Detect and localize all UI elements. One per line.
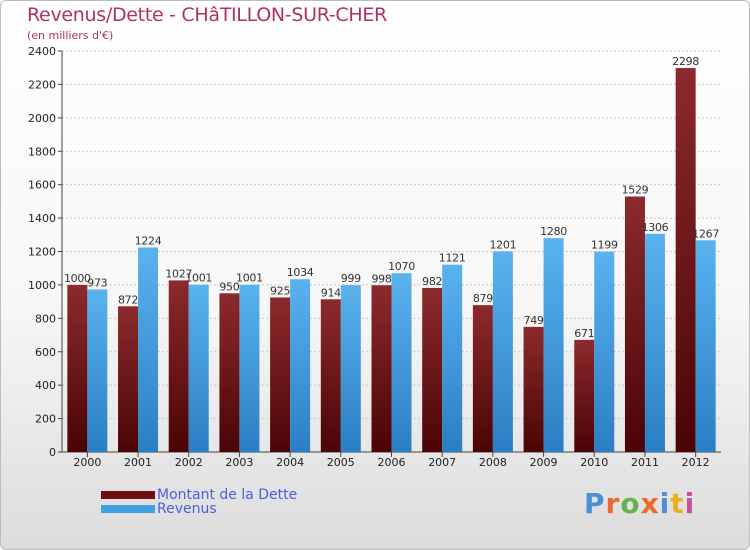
bar-dette (320, 299, 341, 452)
logo-letter: t (670, 487, 685, 520)
data-label-dette: 749 (524, 314, 544, 327)
bar-revenus (340, 285, 361, 452)
bar-dette (675, 68, 696, 452)
data-label-revenus: 1199 (591, 239, 618, 252)
legend-label-revenus: Revenus (157, 501, 217, 517)
data-label-revenus: 1306 (642, 221, 669, 234)
y-tick-label: 0 (49, 446, 56, 459)
y-tick-label: 1000 (28, 279, 56, 292)
y-tick-label: 600 (35, 346, 56, 359)
x-tick-label: 2010 (580, 456, 608, 469)
data-label-revenus: 1034 (287, 266, 314, 279)
data-label-revenus: 973 (87, 276, 107, 289)
bar-dette (422, 287, 443, 452)
bar-revenus (695, 240, 716, 452)
bar-revenus (644, 233, 665, 452)
legend-swatch-dette (101, 491, 155, 499)
bar-dette (472, 305, 493, 452)
data-label-dette: 1000 (64, 272, 91, 285)
data-label-dette: 872 (118, 293, 138, 306)
data-label-revenus: 1001 (185, 272, 212, 285)
logo-letter: r (605, 487, 621, 520)
logo-letter: i (659, 487, 671, 520)
y-tick-label: 2200 (28, 78, 56, 91)
data-label-dette: 2298 (672, 55, 699, 68)
proxiti-logo: Proxiti (584, 487, 695, 520)
data-label-dette: 950 (219, 280, 239, 293)
data-label-revenus: 1001 (236, 272, 263, 285)
data-label-dette: 879 (473, 292, 493, 305)
x-tick-label: 2005 (327, 456, 355, 469)
data-label-revenus: 1070 (388, 260, 415, 273)
data-label-revenus: 1267 (692, 227, 719, 240)
bar-dette (270, 297, 291, 452)
chart-title: Revenus/Dette - CHâTILLON-SUR-CHER (27, 4, 387, 26)
bar-revenus (391, 273, 412, 452)
y-tick-label: 400 (35, 379, 56, 392)
x-tick-label: 2011 (631, 456, 659, 469)
bar-dette (624, 196, 645, 452)
bar-revenus (442, 264, 463, 452)
chart-subtitle: (en milliers d'€) (27, 29, 114, 42)
bar-revenus (290, 279, 311, 452)
x-tick-label: 2000 (73, 456, 101, 469)
y-tick-label: 1400 (28, 212, 56, 225)
data-label-revenus: 1280 (540, 225, 567, 238)
x-tick-label: 2001 (124, 456, 152, 469)
data-label-dette: 1529 (622, 184, 649, 197)
data-label-dette: 982 (422, 275, 442, 288)
bar-revenus (188, 284, 209, 452)
y-tick-label: 200 (35, 413, 56, 426)
x-tick-label: 2006 (378, 456, 406, 469)
x-tick-label: 2009 (530, 456, 558, 469)
bar-revenus (492, 251, 513, 452)
data-labels: 1000973872122410271001950100192510349149… (64, 55, 720, 340)
bar-dette (371, 285, 392, 452)
data-label-dette: 925 (270, 284, 290, 297)
bar-dette (523, 326, 544, 452)
x-tick-label: 2008 (479, 456, 507, 469)
logo-letter: x (640, 487, 660, 520)
data-label-revenus: 1224 (135, 234, 162, 247)
bar-revenus (543, 238, 564, 452)
legend-swatch-revenus (101, 505, 155, 513)
bar-dette (168, 280, 189, 452)
x-tick-label: 2012 (682, 456, 710, 469)
x-tick-label: 2007 (428, 456, 456, 469)
x-tick-label: 2002 (175, 456, 203, 469)
data-label-dette: 1027 (165, 267, 192, 280)
y-tick-label: 1800 (28, 145, 56, 158)
bar-dette (67, 284, 88, 452)
bar-dette (118, 306, 139, 452)
logo-letter: o (620, 487, 641, 520)
logo-letter: i (684, 487, 696, 520)
data-label-dette: 998 (371, 272, 391, 285)
y-tick-label: 2000 (28, 112, 56, 125)
data-label-dette: 914 (321, 286, 341, 299)
bar-revenus (594, 251, 615, 452)
x-tick-label: 2003 (225, 456, 253, 469)
bar-revenus (87, 289, 108, 452)
data-label-revenus: 1201 (489, 238, 516, 251)
y-tick-label: 1200 (28, 246, 56, 259)
y-tick-label: 2400 (28, 45, 56, 58)
bars (67, 68, 716, 452)
bar-dette (574, 339, 595, 452)
data-label-revenus: 999 (341, 272, 361, 285)
x-tick-label: 2004 (276, 456, 304, 469)
data-label-dette: 671 (574, 327, 594, 340)
bar-dette (219, 293, 240, 452)
data-label-revenus: 1121 (439, 252, 466, 265)
legend-label-dette: Montant de la Dette (157, 487, 298, 503)
y-tick-label: 1600 (28, 179, 56, 192)
bar-revenus (138, 247, 159, 452)
logo-letter: P (584, 487, 606, 520)
bar-revenus (239, 284, 260, 452)
y-tick-label: 800 (35, 312, 56, 325)
